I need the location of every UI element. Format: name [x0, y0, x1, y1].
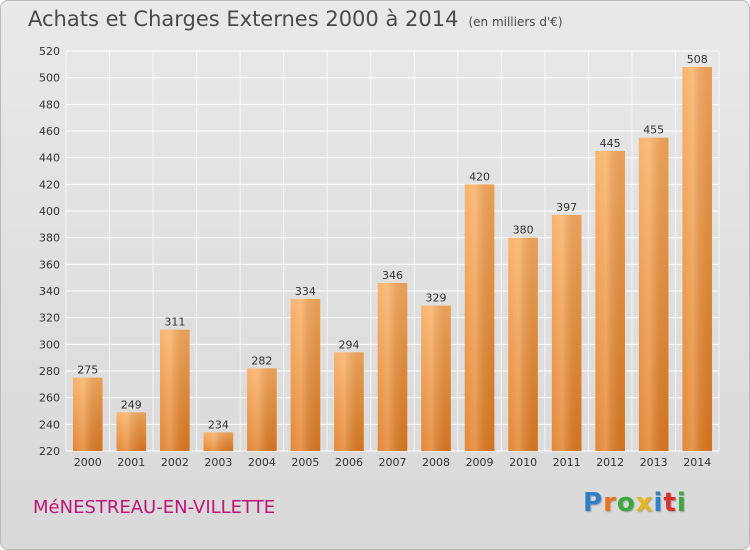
y-tick-label: 480 [39, 98, 60, 111]
data-label: 380 [513, 224, 534, 237]
y-tick-label: 280 [39, 365, 60, 378]
y-tick-label: 300 [39, 338, 60, 351]
chart-unit: (en milliers d'€) [468, 15, 563, 29]
x-tick-label: 2001 [117, 456, 145, 469]
bar-shine [203, 432, 234, 451]
bar-shine [377, 283, 408, 451]
x-tick-label: 2014 [683, 456, 711, 469]
x-tick-label: 2005 [291, 456, 319, 469]
data-label: 294 [338, 338, 359, 351]
bar-shine [638, 137, 669, 451]
data-label: 282 [251, 354, 272, 367]
bar-shine [334, 352, 364, 451]
commune-name: MéNESTREAU-EN-VILLETTE [33, 497, 276, 518]
y-tick-label: 500 [39, 72, 60, 85]
y-tick-label: 240 [39, 418, 60, 431]
y-tick-label: 220 [39, 445, 60, 458]
logo-letter: i [653, 488, 664, 518]
data-label: 334 [295, 285, 316, 298]
x-tick-label: 2011 [553, 456, 581, 469]
x-tick-label: 2003 [204, 456, 232, 469]
y-tick-label: 420 [39, 178, 60, 191]
bar-shine [595, 151, 625, 451]
data-labels: 275 249 311 234 282 334 294 346 329 420 380 397 445 4… [77, 53, 707, 431]
x-tick-label: 2012 [596, 456, 624, 469]
bar-shine [551, 215, 582, 451]
y-tick-label: 400 [39, 205, 60, 218]
x-tick-label: 2009 [466, 456, 494, 469]
data-label: 508 [687, 53, 708, 66]
y-tick-label: 360 [39, 258, 60, 271]
chart-title: Achats et Charges Externes 2000 à 2014 (e… [28, 7, 563, 31]
y-tick-label: 520 [39, 45, 60, 58]
y-tick-label: 380 [39, 232, 60, 245]
y-tick-label: 320 [39, 312, 60, 325]
x-tick-label: 2000 [74, 456, 102, 469]
bars [72, 67, 713, 452]
x-tick-label: 2006 [335, 456, 363, 469]
data-label: 397 [556, 201, 577, 214]
data-label: 234 [208, 418, 229, 431]
proxiti-logo: Proxiti [583, 488, 687, 518]
data-label: 311 [164, 316, 185, 329]
data-label: 249 [121, 398, 142, 411]
bar-shine [682, 67, 713, 451]
chart-title-text: Achats et Charges Externes 2000 à 2014 [28, 7, 459, 31]
bar-shine [508, 237, 538, 451]
y-tick-label: 260 [39, 392, 60, 405]
data-label: 346 [382, 269, 403, 282]
x-tick-label: 2013 [640, 456, 668, 469]
bar-shine [290, 299, 321, 451]
logo-letter: r [603, 488, 617, 518]
x-tick-label: 2010 [509, 456, 537, 469]
data-label: 420 [469, 170, 490, 183]
bar-shine [160, 329, 190, 451]
x-tick-label: 2008 [422, 456, 450, 469]
y-axis: 220 240 260 280 300 320 340 360 380 400 420 440 460 4… [39, 45, 60, 458]
bar-shine [116, 412, 147, 451]
x-tick-label: 2007 [379, 456, 407, 469]
y-tick-label: 460 [39, 125, 60, 138]
bar-shine [247, 368, 277, 451]
data-label: 445 [600, 137, 621, 150]
data-label: 455 [643, 124, 664, 137]
y-tick-label: 440 [39, 152, 60, 165]
bar-shine [464, 184, 495, 452]
logo-letter: x [635, 488, 654, 518]
data-label: 329 [426, 292, 447, 305]
logo-letter: t [663, 488, 677, 518]
y-tick-label: 340 [39, 285, 60, 298]
x-axis: 2000 2001 2002 2003 2004 2005 2006 2007 2008 2009… [74, 456, 711, 469]
x-tick-label: 2004 [248, 456, 276, 469]
logo-letter: o [616, 488, 636, 518]
x-tick-label: 2002 [161, 456, 189, 469]
bar-shine [72, 377, 103, 451]
logo-letter: i [676, 488, 687, 518]
logo-letter: P [583, 488, 604, 518]
data-label: 275 [77, 364, 98, 377]
bar-shine [421, 305, 451, 451]
